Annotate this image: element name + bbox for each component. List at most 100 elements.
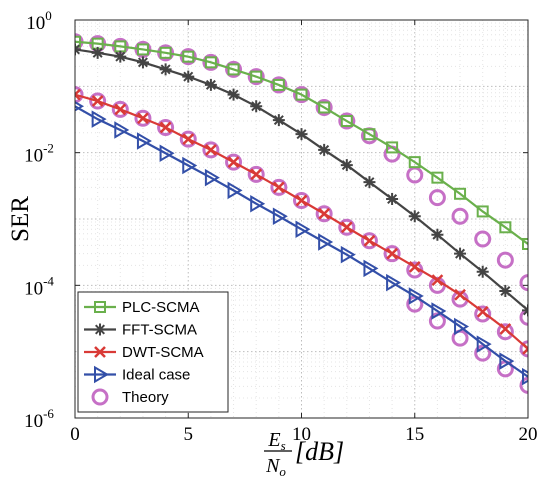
ideal-case-marker [136, 132, 152, 150]
dwt-scma-marker [363, 234, 376, 247]
plc-scma-marker [454, 187, 467, 200]
x-tick-label: 10 [292, 424, 311, 445]
dwt-scma-marker [431, 274, 444, 286]
dwt-scma-marker [250, 168, 263, 181]
y-tick-label: 10-6 [24, 406, 54, 432]
ideal-case-marker [454, 317, 470, 336]
ideal-case-marker [522, 367, 528, 386]
fft-scma-marker [386, 193, 399, 206]
legend-label: Ideal case [122, 367, 190, 384]
x-axis-label: Es No [dB] [264, 429, 344, 479]
theory-marker [338, 112, 356, 130]
series-fft-scma [75, 43, 528, 317]
theory-marker [474, 344, 492, 362]
legend-label: DWT-SCMA [122, 344, 204, 361]
legend-item-dwt-scma: DWT-SCMA [84, 344, 204, 361]
theory-marker [315, 205, 333, 223]
dwt-scma-marker [159, 121, 172, 134]
plc-scma-marker [182, 50, 195, 63]
theory-marker [179, 130, 197, 148]
theory-marker [179, 48, 197, 66]
fft-scma-marker [227, 88, 240, 101]
theory-marker [293, 86, 310, 104]
dwt-scma-marker [114, 103, 127, 116]
x-tick-label: 20 [519, 424, 538, 445]
ideal-case-marker [499, 352, 515, 370]
legend-marker [91, 388, 109, 406]
theory-marker [496, 323, 514, 341]
series-ideal-case [75, 101, 528, 386]
ideal-case-marker [227, 181, 243, 200]
y-tick-label: 10-4 [24, 273, 54, 299]
theory-marker [111, 100, 129, 118]
ideal-case-marker [340, 245, 356, 264]
theory-marker [383, 245, 401, 263]
fft-scma-marker [114, 50, 127, 63]
ideal-case-marker [363, 259, 379, 278]
theory-marker [338, 218, 356, 236]
theory-marker [519, 274, 528, 292]
dwt-scma-marker [454, 288, 466, 301]
fft-scma-marker [250, 100, 263, 113]
plc-scma-marker [431, 171, 444, 184]
dwt-scma-marker [75, 88, 81, 101]
theory-marker [451, 207, 469, 225]
dwt-scma-marker [205, 144, 217, 156]
fft-scma-marker [431, 228, 444, 241]
ideal-case-marker [386, 273, 402, 292]
theory-marker [202, 53, 220, 71]
dwt-scma-marker [340, 221, 353, 234]
ideal-case-marker [250, 194, 266, 213]
legend: PLC-SCMA FFT-SCMA DWT-SCMA Ideal case Theory [77, 291, 229, 413]
legend-item-plc-scma: PLC-SCMA [84, 299, 200, 316]
theory-marker [270, 76, 288, 94]
theory-marker [474, 230, 492, 248]
fft-scma-marker [182, 70, 195, 83]
theory-marker [315, 98, 333, 116]
theory-marker [202, 141, 220, 159]
dwt-scma-marker [386, 247, 398, 260]
legend-label: FFT-SCMA [122, 322, 197, 339]
theory-marker [428, 189, 446, 207]
theory-marker [519, 308, 528, 326]
x-label-unit: [dB] [295, 437, 344, 466]
x-tick-label: 0 [70, 424, 80, 445]
plc-scma-marker [499, 221, 512, 234]
dwt-scma-marker [522, 343, 528, 355]
y-tick-label: 100 [26, 8, 52, 34]
dwt-scma-marker [182, 133, 195, 146]
ideal-case-marker [431, 302, 447, 320]
ideal-case-marker [182, 156, 198, 175]
axis-ticks: 0 5 10 15 20 10-6 10-4 10-2 100 [24, 8, 537, 445]
dwt-scma-marker [318, 207, 331, 220]
legend-marker [94, 301, 106, 313]
legend-item-fft-scma: FFT-SCMA [84, 322, 197, 339]
x-label-denominator-sub: o [279, 464, 286, 479]
fft-scma-marker [476, 265, 489, 278]
theory-marker [496, 251, 514, 269]
x-label-denominator: N [265, 455, 281, 477]
theory-marker [75, 86, 84, 104]
legend-marker [94, 323, 106, 336]
plc-scma-marker [522, 237, 528, 250]
legend-item-ideal-case: Ideal case [84, 365, 190, 384]
dwt-scma-marker [272, 181, 285, 194]
fft-scma-marker [159, 63, 172, 76]
fft-scma-marker [204, 78, 217, 91]
theory-marker [157, 118, 175, 136]
dwt-scma-marker [227, 156, 240, 169]
fft-scma-marker [295, 128, 308, 141]
dwt-scma-marker [408, 260, 421, 273]
legend-marker [94, 365, 109, 384]
ideal-case-marker [476, 335, 492, 353]
ideal-case-marker [91, 110, 107, 128]
theory-marker [474, 305, 492, 323]
fft-scma-marker [340, 159, 353, 172]
ideal-case-marker [114, 121, 130, 139]
x-label-numerator-sub: s [281, 438, 286, 453]
x-tick-label: 15 [405, 424, 424, 445]
ideal-case-marker [272, 207, 288, 225]
theory-marker [293, 192, 310, 210]
fft-scma-marker [91, 46, 104, 59]
